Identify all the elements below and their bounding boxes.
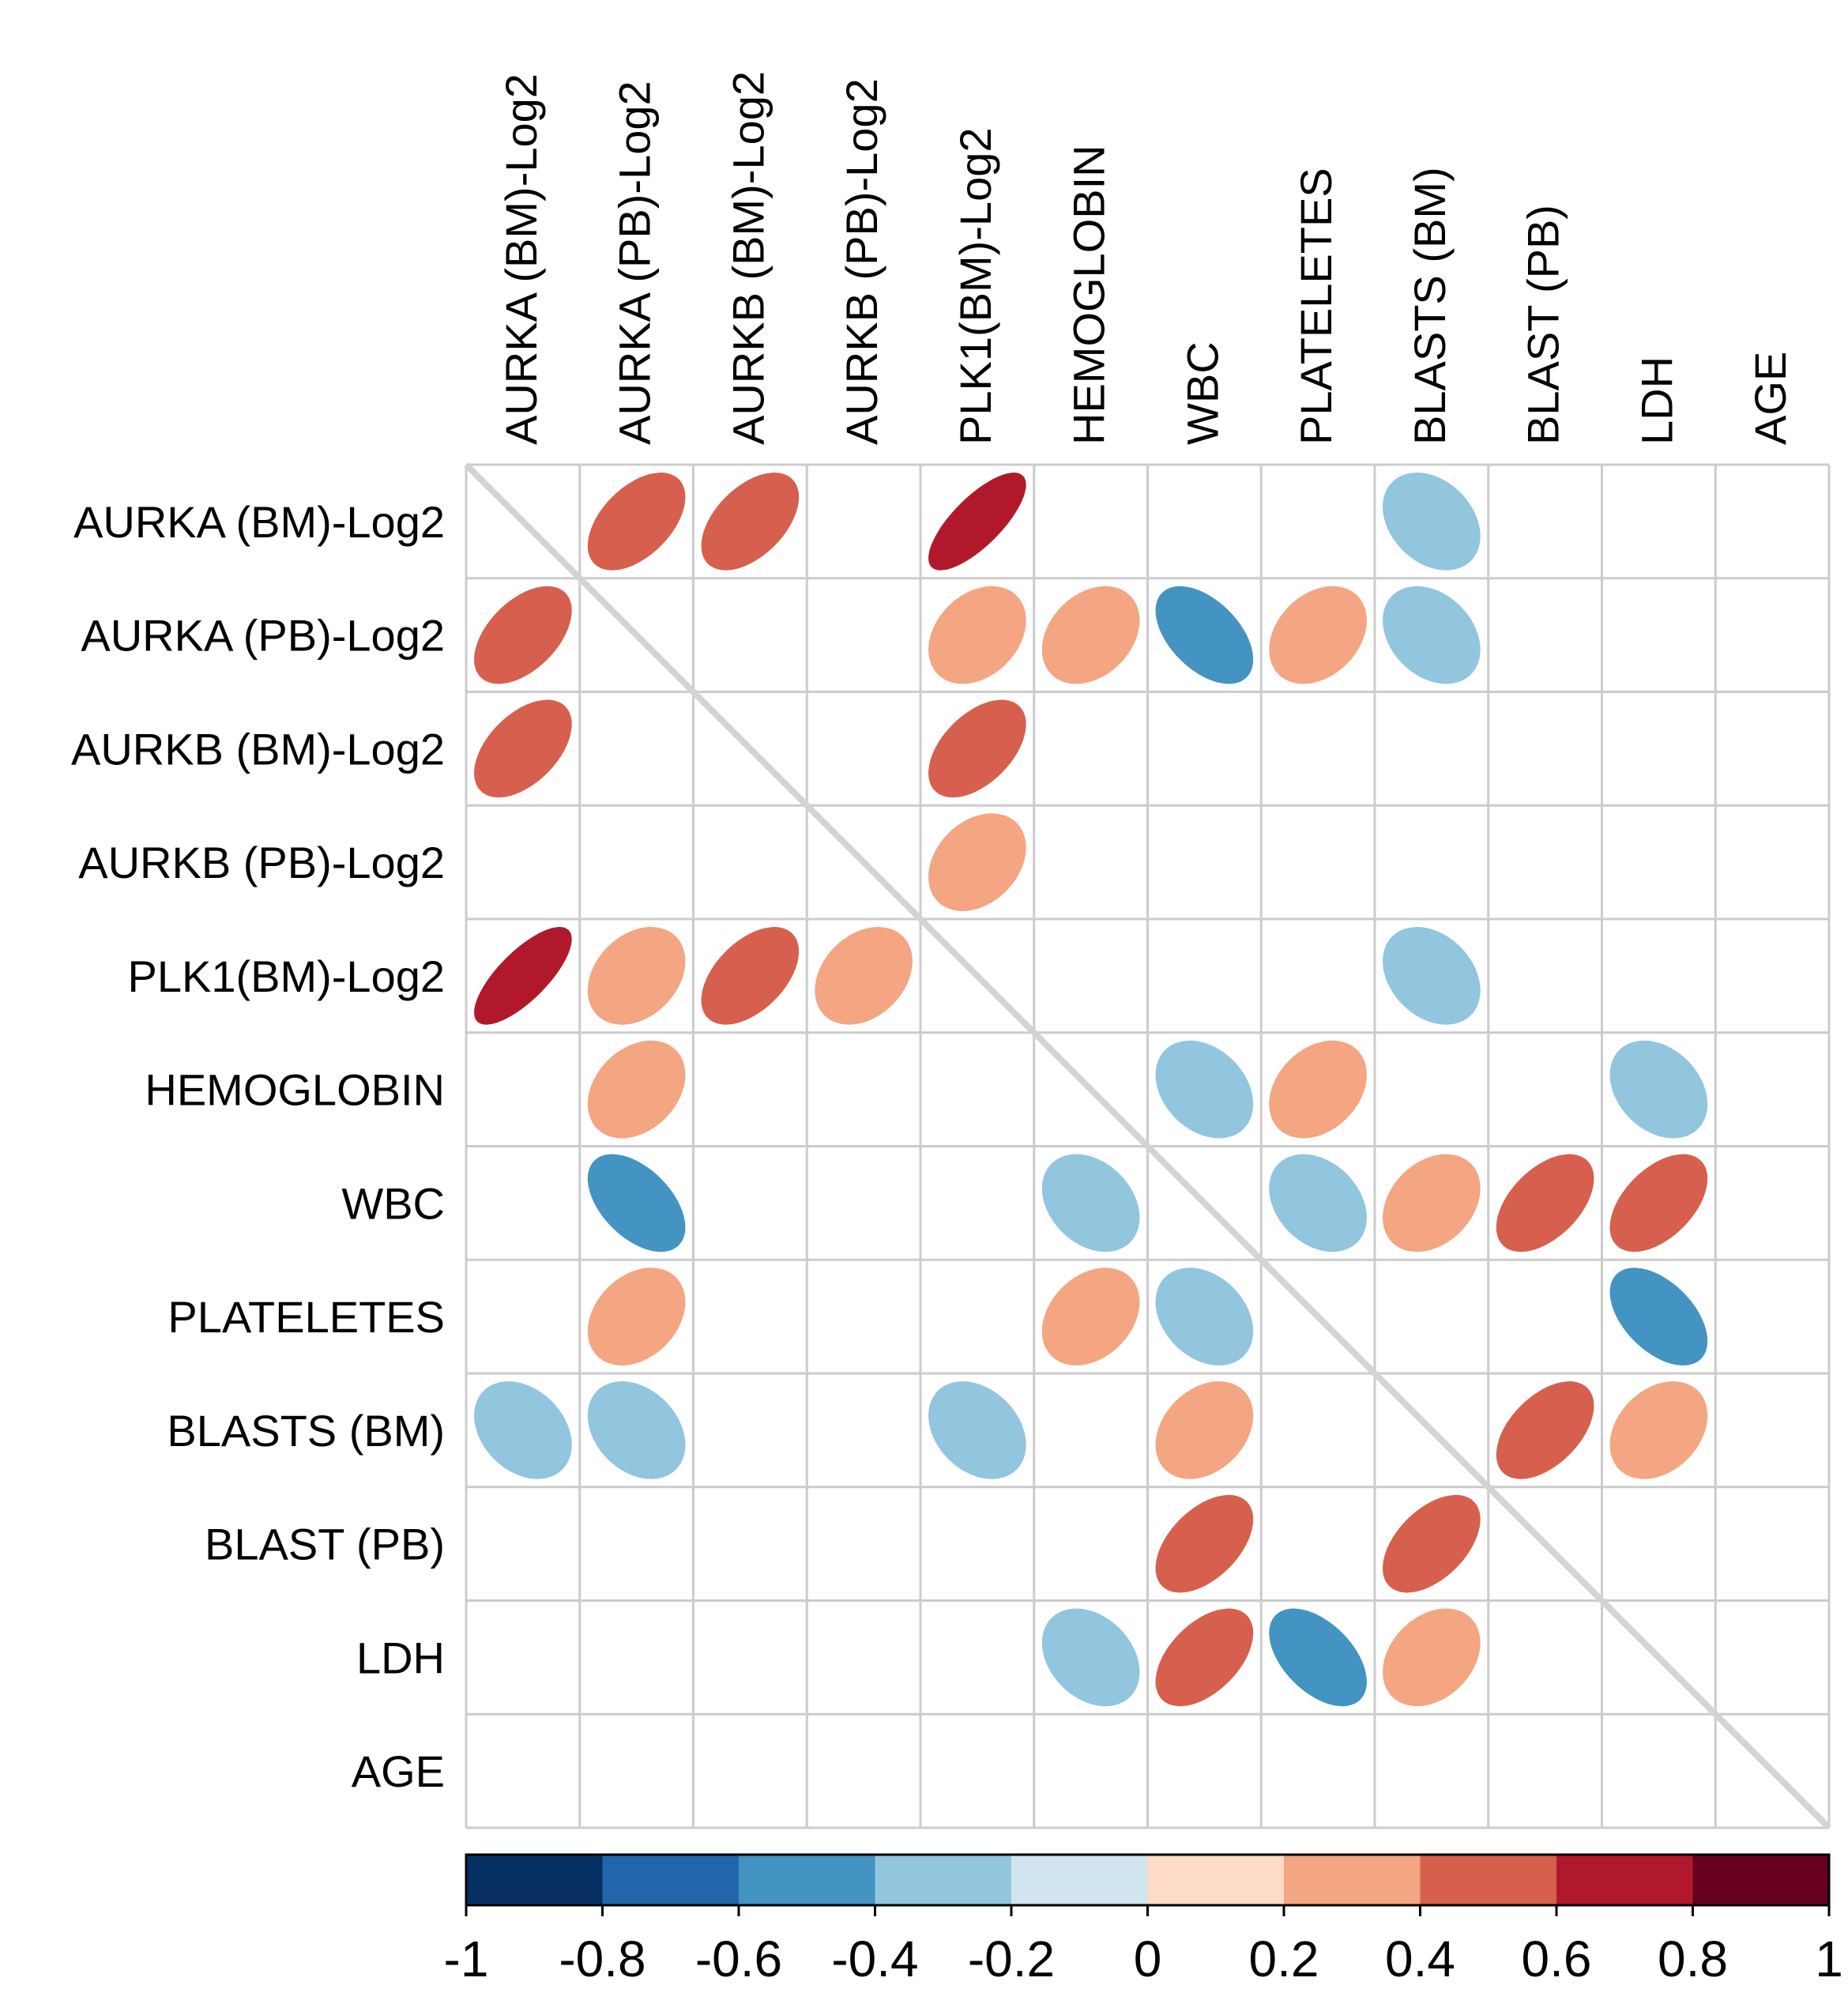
legend-tick-label: 1 [1815, 1931, 1843, 1987]
legend-tick-label: -0.8 [559, 1931, 645, 1987]
legend-tick-label: 0.8 [1658, 1931, 1728, 1987]
correlation-ellipse [1383, 473, 1481, 571]
color-legend: -1 -0.8 -0.6 -0.4 -0.2 0 0.2 0.4 0.6 0.8 1 [444, 1853, 1843, 1987]
correlation-ellipse [1155, 1494, 1254, 1593]
legend-swatch [1420, 1855, 1557, 1905]
correlation-ellipse [1609, 1381, 1708, 1479]
correlation-ellipse [1155, 1381, 1254, 1479]
column-label: AGE [1745, 352, 1795, 445]
row-labels: AURKA (BM)-Log2 AURKA (PB)-Log2 AURKB (BM)… [71, 497, 445, 1796]
correlation-ellipse [1155, 1608, 1254, 1707]
correlation-ellipse [1041, 1154, 1140, 1252]
column-label: LDH [1632, 356, 1681, 445]
row-label: AURKB (PB)-Log2 [78, 838, 445, 887]
row-label: AURKA (BM)-Log2 [73, 497, 445, 547]
correlation-ellipse [587, 1381, 686, 1479]
legend-swatch [1284, 1855, 1421, 1905]
row-label: PLK1(BM)-Log2 [127, 951, 445, 1001]
legend-tick-label: 0 [1134, 1931, 1162, 1987]
column-labels: AURKA (BM)-Log2 AURKA (PB)-Log2 AURKB (BM)… [496, 71, 1795, 445]
correlation-ellipse [1609, 1040, 1708, 1139]
row-label: HEMOGLOBIN [145, 1065, 445, 1115]
correlation-ellipse [587, 473, 686, 571]
legend-tick-label: -0.6 [695, 1931, 782, 1987]
legend-swatch [602, 1855, 740, 1905]
correlation-ellipse [1496, 1381, 1594, 1479]
ellipses [474, 473, 1708, 1707]
legend-tick-label: 0.2 [1249, 1931, 1319, 1987]
legend-swatch [1147, 1855, 1285, 1905]
column-label: AURKB (BM)-Log2 [723, 71, 773, 445]
correlation-ellipse [1269, 1608, 1367, 1707]
correlation-ellipse [928, 473, 1026, 571]
row-label: BLASTS (BM) [167, 1406, 445, 1456]
legend-swatch [466, 1855, 603, 1905]
row-label: AURKB (BM)-Log2 [71, 724, 445, 774]
row-label: BLAST (PB) [205, 1520, 445, 1569]
legend-swatch [1556, 1855, 1693, 1905]
correlation-ellipse [928, 699, 1026, 798]
row-label: AURKA (PB)-Log2 [81, 611, 445, 661]
legend-swatch [739, 1855, 875, 1905]
legend-swatch [1011, 1855, 1148, 1905]
correlation-ellipse [474, 586, 572, 684]
column-label: HEMOGLOBIN [1064, 145, 1114, 445]
legend-tick-label: -0.4 [831, 1931, 918, 1987]
correlation-ellipse [701, 927, 800, 1025]
correlation-ellipse [701, 473, 800, 571]
correlation-ellipse [587, 1040, 686, 1139]
legend-tick-label: -0.2 [968, 1931, 1055, 1987]
correlation-ellipse [1041, 586, 1140, 684]
column-label: WBC [1177, 341, 1227, 445]
column-label: PLATELETES [1291, 168, 1341, 445]
column-label: BLAST (PB) [1519, 205, 1568, 445]
row-label: AGE [352, 1746, 445, 1796]
correlation-ellipse [1383, 1608, 1481, 1707]
legend-tick-label: -1 [444, 1931, 489, 1987]
row-label: LDH [356, 1633, 445, 1682]
correlation-ellipse [587, 1268, 686, 1366]
correlation-ellipse [1269, 1154, 1367, 1252]
correlation-ellipse [474, 1381, 572, 1479]
correlation-ellipse [474, 699, 572, 798]
correlation-ellipse [1383, 1154, 1481, 1252]
correlation-ellipse [1269, 1040, 1367, 1139]
row-label: WBC [341, 1178, 445, 1228]
legend-swatch [1692, 1855, 1830, 1905]
correlation-ellipse [928, 1381, 1026, 1479]
column-label: AURKA (PB)-Log2 [610, 81, 660, 445]
correlation-ellipse [1269, 586, 1367, 684]
correlation-ellipse [1609, 1268, 1708, 1366]
row-label: PLATELETES [167, 1292, 445, 1342]
diagonal-line [464, 462, 1831, 1830]
correlation-ellipse [1609, 1154, 1708, 1252]
correlation-ellipse [1496, 1154, 1594, 1252]
legend-tick-label: 0.4 [1385, 1931, 1455, 1987]
correlation-ellipse [1383, 586, 1481, 684]
column-label: AURKA (BM)-Log2 [496, 73, 546, 445]
correlation-ellipse [1155, 1040, 1254, 1139]
correlation-ellipse [1383, 1494, 1481, 1593]
correlation-ellipse [587, 927, 686, 1025]
correlation-ellipse [587, 1154, 686, 1252]
column-label: BLASTS (BM) [1405, 167, 1455, 445]
correlation-ellipse [928, 813, 1026, 911]
correlation-ellipse [1155, 1268, 1254, 1366]
column-label: AURKB (PB)-Log2 [837, 78, 886, 445]
correlation-ellipse [1155, 586, 1254, 684]
legend-swatch [875, 1855, 1012, 1905]
diagonal [464, 462, 1831, 1830]
correlation-ellipse [1383, 927, 1481, 1025]
correlation-ellipse [474, 927, 572, 1025]
legend-tick-label: 0.6 [1522, 1931, 1592, 1987]
correlation-ellipse [928, 586, 1026, 684]
correlation-ellipse [815, 927, 913, 1025]
column-label: PLK1(BM)-Log2 [950, 127, 1000, 445]
correlation-ellipse [1041, 1268, 1140, 1366]
correlation-ellipse [1041, 1608, 1140, 1707]
